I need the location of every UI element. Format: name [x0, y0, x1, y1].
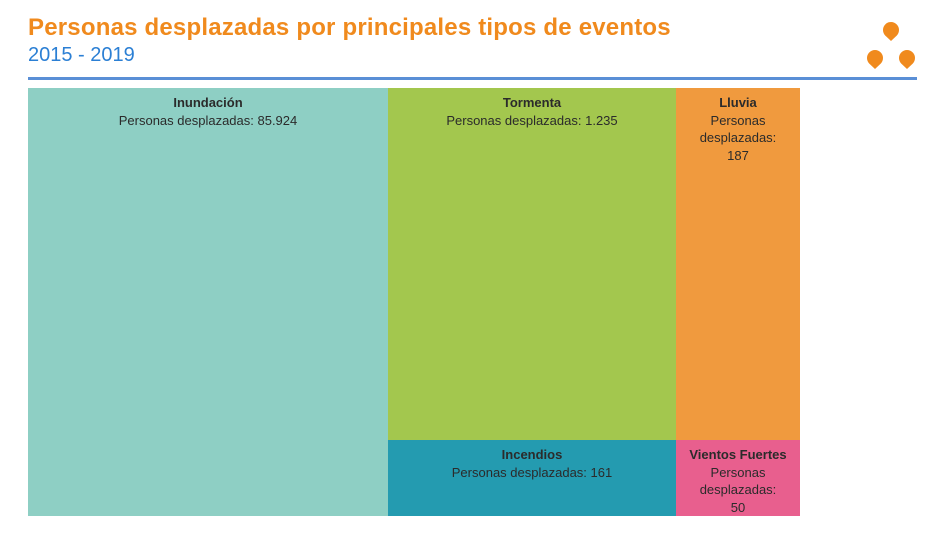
- brand-logo-icon: [865, 20, 917, 72]
- treemap-cell-inundacion: InundaciónPersonas desplazadas: 85.924: [28, 88, 388, 516]
- cell-title: Tormenta: [388, 94, 676, 112]
- cell-title: Lluvia: [676, 94, 800, 112]
- cell-title: Vientos Fuertes: [676, 446, 800, 464]
- treemap-cell-incendios: IncendiosPersonas desplazadas: 161: [388, 440, 676, 516]
- cell-value: Personas desplazadas: 85.924: [28, 112, 388, 130]
- cell-value: Personasdesplazadas:50: [676, 464, 800, 516]
- treemap-chart: InundaciónPersonas desplazadas: 85.924To…: [28, 88, 917, 516]
- chart-header: Personas desplazadas por principales tip…: [28, 14, 917, 80]
- cell-value: Personas desplazadas: 161: [388, 464, 676, 482]
- treemap-cell-vientos: Vientos FuertesPersonasdesplazadas:50: [676, 440, 800, 516]
- treemap-cell-lluvia: LluviaPersonasdesplazadas:187: [676, 88, 800, 440]
- cell-title: Inundación: [28, 94, 388, 112]
- cell-title: Incendios: [388, 446, 676, 464]
- treemap-cell-tormenta: TormentaPersonas desplazadas: 1.235: [388, 88, 676, 440]
- chart-subtitle: 2015 - 2019: [28, 44, 917, 67]
- cell-value: Personasdesplazadas:187: [676, 112, 800, 165]
- cell-value: Personas desplazadas: 1.235: [388, 112, 676, 130]
- chart-title: Personas desplazadas por principales tip…: [28, 14, 917, 42]
